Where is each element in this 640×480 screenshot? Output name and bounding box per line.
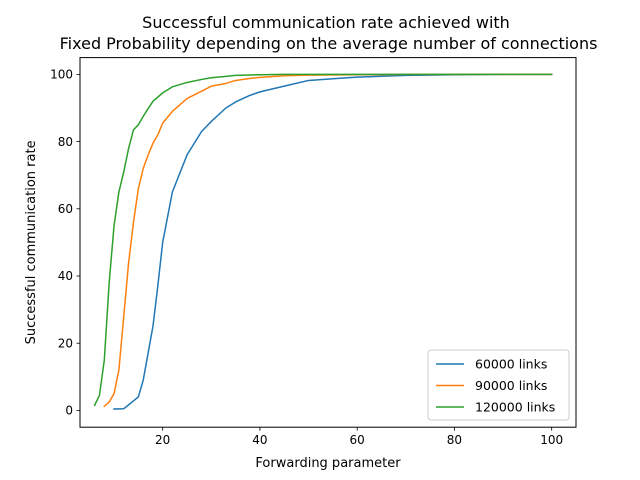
x-tick-label: 40 — [252, 433, 267, 447]
y-tick-label: 100 — [50, 68, 73, 82]
y-tick-label: 0 — [65, 404, 73, 418]
legend-label-1: 60000 links — [475, 357, 547, 372]
y-axis-ticks: 0 20 40 60 80 100 — [50, 68, 80, 418]
series-line-1 — [113, 73, 553, 410]
legend-label-2: 90000 links — [475, 378, 547, 393]
chart-title: Successful communication rate achieved w… — [55, 13, 598, 53]
legend-label-3: 120000 links — [475, 400, 555, 415]
chart-title-line-2: Fixed Probability depending on the avera… — [55, 34, 598, 53]
plot-area — [79, 57, 577, 428]
legend: 60000 links 90000 links 120000 links — [427, 349, 570, 421]
y-tick-label: 40 — [58, 269, 73, 283]
series-line-3 — [93, 73, 553, 407]
x-tick-label: 100 — [540, 433, 563, 447]
legend-box — [427, 349, 570, 421]
y-tick-label: 60 — [58, 202, 73, 216]
x-tick-label: 20 — [155, 433, 170, 447]
y-tick-label: 80 — [58, 135, 73, 149]
x-axis-ticks: 20 40 60 80 100 — [155, 427, 563, 447]
plot-frame — [79, 57, 577, 428]
chart-title-line-1: Successful communication rate achieved w… — [142, 13, 510, 32]
y-axis-label: Successful communication rate — [24, 140, 39, 344]
series-layer — [93, 73, 553, 410]
x-axis-label: Forwarding parameter — [255, 456, 401, 471]
y-tick-label: 20 — [58, 336, 73, 350]
x-tick-label: 80 — [447, 433, 462, 447]
x-tick-label: 60 — [350, 433, 365, 447]
